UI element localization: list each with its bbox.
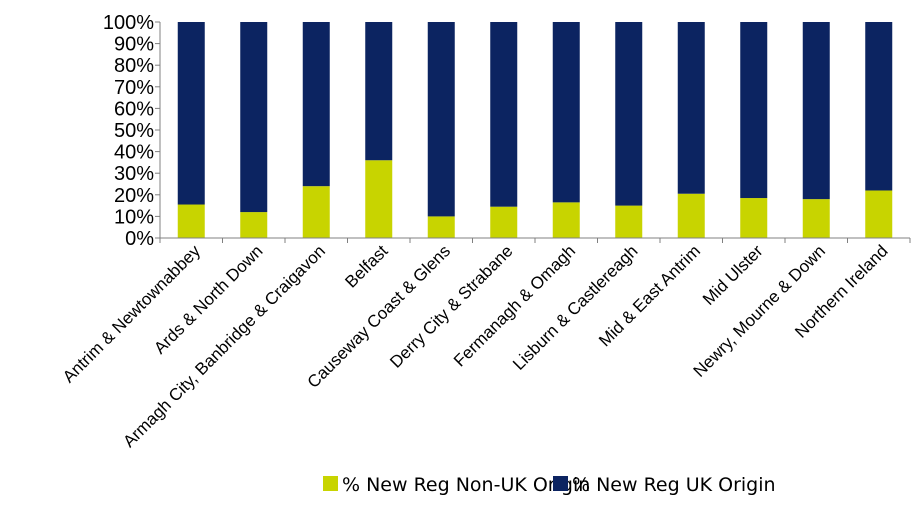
- bar-segment-non-uk-origin: [677, 193, 705, 238]
- bar-segment-uk-origin: [177, 22, 205, 205]
- bar-segment-non-uk-origin: [490, 206, 518, 238]
- bar-segment-non-uk-origin: [240, 212, 268, 238]
- y-tick-label: 80%: [114, 55, 154, 77]
- x-tick-label: Derry City & Strabane: [386, 241, 516, 371]
- bar-segment-non-uk-origin: [615, 205, 643, 238]
- y-tick-label: 0%: [125, 228, 154, 250]
- bar-segment-uk-origin: [740, 22, 768, 199]
- x-tick-label: Mid Ulster: [699, 241, 767, 309]
- legend-swatch: [553, 476, 568, 491]
- bar-segment-uk-origin: [427, 22, 455, 217]
- y-tick-label: 50%: [114, 120, 154, 142]
- legend-label: % New Reg UK Origin: [572, 474, 776, 496]
- bar-segment-uk-origin: [240, 22, 268, 213]
- bar-segment-uk-origin: [302, 22, 330, 187]
- y-tick-label: 90%: [114, 34, 154, 56]
- bar-segment-non-uk-origin: [302, 186, 330, 238]
- legend: % New Reg Non-UK Origin% New Reg UK Orig…: [323, 474, 776, 496]
- bar-segment-non-uk-origin: [365, 160, 393, 238]
- bar-segment-non-uk-origin: [552, 202, 580, 238]
- y-tick-label: 40%: [114, 142, 154, 164]
- y-tick-label: 100%: [103, 12, 154, 34]
- bar-segment-non-uk-origin: [740, 198, 768, 238]
- bar-segment-non-uk-origin: [865, 190, 893, 238]
- bars-group: [177, 22, 893, 238]
- legend-label: % New Reg Non-UK Origin: [342, 474, 590, 496]
- bar-segment-non-uk-origin: [427, 216, 455, 238]
- y-tick-label: 60%: [114, 98, 154, 120]
- x-tick-label: Lisburn & Castlereagh: [509, 241, 641, 373]
- bar-segment-uk-origin: [615, 22, 643, 206]
- bar-segment-uk-origin: [552, 22, 580, 203]
- bar-segment-uk-origin: [365, 22, 393, 161]
- bar-segment-non-uk-origin: [802, 199, 830, 238]
- y-tick-label: 20%: [114, 185, 154, 207]
- x-tick-label: Ards & North Down: [150, 241, 266, 357]
- y-tick-label: 70%: [114, 77, 154, 99]
- x-tick-label: Fermanagh & Omagh: [450, 241, 579, 370]
- bar-segment-uk-origin: [677, 22, 705, 194]
- bar-segment-uk-origin: [802, 22, 830, 200]
- y-tick-label: 10%: [114, 206, 154, 228]
- x-tick-label: Belfast: [341, 241, 391, 291]
- bar-segment-uk-origin: [490, 22, 518, 207]
- y-axis-ticks: 0%10%20%30%40%50%60%70%80%90%100%: [103, 12, 160, 250]
- y-tick-label: 30%: [114, 163, 154, 185]
- bar-segment-non-uk-origin: [177, 204, 205, 238]
- legend-swatch: [323, 476, 338, 491]
- bar-segment-uk-origin: [865, 22, 893, 191]
